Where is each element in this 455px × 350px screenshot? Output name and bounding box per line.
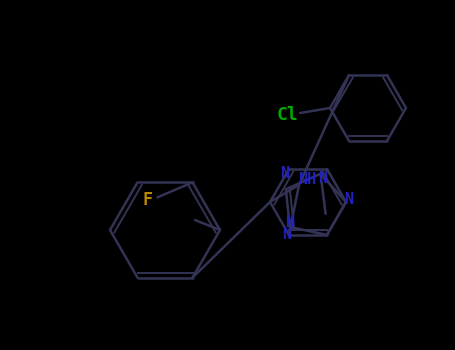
Text: NH: NH <box>298 173 316 187</box>
Text: N: N <box>280 166 289 181</box>
Text: N: N <box>318 171 327 186</box>
Text: N: N <box>285 215 294 230</box>
Text: Cl: Cl <box>277 106 299 124</box>
Text: N: N <box>283 228 292 243</box>
Text: F: F <box>142 191 152 209</box>
Text: N: N <box>344 191 354 206</box>
